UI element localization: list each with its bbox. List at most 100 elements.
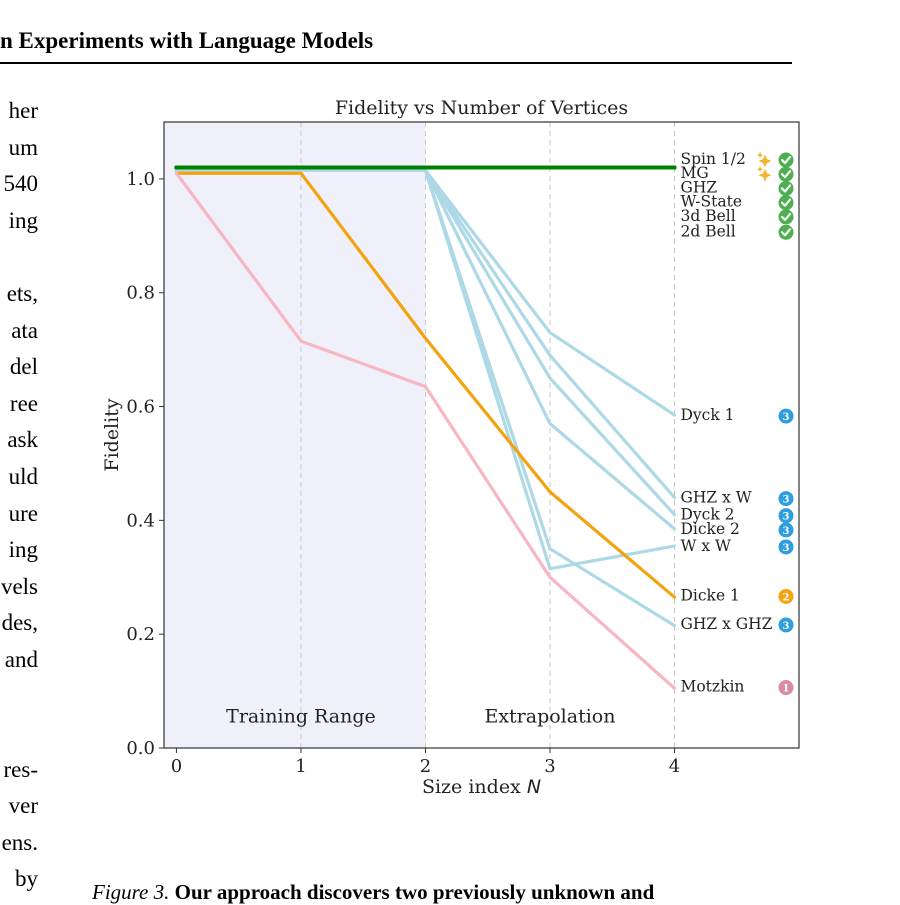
left-column-line: ing [8, 207, 38, 233]
y-tick-label: 0.2 [126, 624, 155, 645]
series-lines [174, 165, 677, 690]
check-mark [780, 155, 792, 165]
rank-badge [778, 508, 794, 524]
plot-frame [163, 121, 800, 749]
series-label: Dyck 2 [680, 506, 734, 524]
left-column-line: vels [0, 573, 38, 599]
rank-badge [778, 680, 794, 696]
series-label: Dyck 1 [680, 406, 734, 424]
caption-figure-label: Figure 3. [92, 880, 170, 904]
series-line-dicke-1 [174, 171, 677, 599]
check-icon [778, 152, 794, 168]
rank-badge-number: 3 [783, 412, 790, 423]
sparkle-icon [756, 151, 764, 159]
y-tick-label: 0.0 [126, 738, 155, 759]
y-tick-label: 1.0 [126, 169, 155, 190]
y-tick-label: 0.8 [126, 283, 155, 304]
rank-badge-number: 3 [783, 512, 790, 523]
rank-badge-number: 3 [783, 526, 790, 537]
series-label: W-State [680, 193, 742, 211]
series-label: GHZ x GHZ [680, 615, 772, 633]
left-column-line: ing [8, 537, 38, 563]
x-ticks: 0 1 2 3 4 [171, 748, 680, 777]
rank-badge [778, 539, 794, 555]
header-rule [0, 62, 792, 64]
check-icon [778, 195, 794, 211]
y-ticks: 0.0 0.2 0.4 0.6 0.8 1.0 [126, 169, 164, 759]
check-mark [780, 212, 792, 221]
left-column-line: ens. [1, 829, 38, 855]
x-tick-label: 1 [295, 756, 306, 777]
series-label: Dicke 2 [680, 520, 739, 538]
check-mark [780, 184, 792, 193]
region-label: Training Range [226, 705, 376, 727]
x-tick-label: 4 [669, 756, 680, 777]
x-tick-label: 3 [544, 756, 555, 777]
check-mark [780, 228, 792, 237]
series-label: GHZ x W [680, 489, 751, 507]
series-label: 3d Bell [680, 207, 735, 225]
region-label: Extrapolation [484, 705, 615, 727]
fidelity-chart: 0 1 2 3 4 0.0 0.2 0.4 0.6 0.8 1.0 Training Range E… [101, 97, 800, 798]
left-column-line: um [8, 134, 38, 160]
rank-badge [778, 617, 794, 633]
left-column-line: ree [9, 390, 38, 416]
page-header-title: n Experiments with Language Models [0, 28, 374, 53]
x-axis-label-text: Size index [422, 776, 527, 798]
left-column-text: her um 540 ing ets, ata del ree ask uld ure ing vel… [1, 93, 38, 898]
caption-bold-text: Our approach discovers two previously un… [174, 880, 655, 904]
training-range-shade [164, 122, 426, 748]
figure-caption: Figure 3. Our approach discovers two pre… [92, 880, 654, 905]
left-column-line: 540 [3, 171, 39, 197]
left-column-line: ets, [6, 280, 38, 306]
rank-badge [778, 491, 794, 507]
rank-badge-number: 3 [783, 543, 790, 554]
series-label: Spin 1/2 [680, 150, 745, 168]
left-column-line: her [8, 98, 38, 123]
left-column-line: by [15, 866, 38, 892]
left-column-line: and [4, 646, 38, 672]
series-label: GHZ [680, 178, 717, 196]
left-column-line: ver [8, 793, 38, 819]
left-column-line: des, [1, 610, 38, 636]
left-column-line: res- [3, 756, 38, 782]
check-mark [780, 198, 792, 207]
x-axis-label: Size index N [422, 776, 541, 798]
sparkle-icon [756, 166, 764, 173]
check-icon [778, 209, 794, 225]
left-column-line: del [9, 354, 38, 380]
left-column-line: uld [8, 463, 38, 489]
rank-badge-number: 3 [783, 621, 790, 632]
check-mark [780, 170, 792, 179]
x-axis-label-symbol: N [527, 776, 541, 798]
left-column-line: ask [7, 427, 38, 453]
series-label: Dicke 1 [680, 586, 739, 604]
y-axis-label: Fidelity [101, 398, 123, 471]
check-icon [778, 224, 794, 240]
series-label: MG [680, 164, 708, 182]
series-label: W x W [680, 537, 731, 555]
y-tick-label: 0.6 [126, 397, 155, 418]
check-icon [778, 180, 794, 196]
series-badges: 3 3 3 3 3 3 2 1 [756, 151, 794, 696]
series-line-motzkin [174, 171, 677, 690]
x-tick-label: 0 [171, 756, 182, 777]
y-tick-label: 0.4 [126, 510, 155, 531]
region-labels: Training Range Extrapolation [226, 705, 615, 727]
rank-badge [778, 588, 794, 604]
rank-badge-number: 2 [783, 592, 790, 603]
rank-badge-number: 3 [783, 495, 790, 506]
x-tick-label: 2 [420, 756, 431, 777]
rank-badge [778, 408, 794, 424]
sparkle-icon [758, 168, 772, 182]
series-line-ghz-x-ghz [174, 168, 677, 628]
left-column-line: ure [8, 500, 38, 526]
sparkle-icon [758, 154, 772, 168]
rank-badge-number: 1 [783, 684, 790, 695]
check-icon [778, 166, 794, 182]
rank-badge [778, 522, 794, 538]
series-label: Motzkin [680, 678, 744, 696]
series-label: 2d Bell [680, 222, 735, 240]
left-column-line: ata [11, 317, 38, 343]
